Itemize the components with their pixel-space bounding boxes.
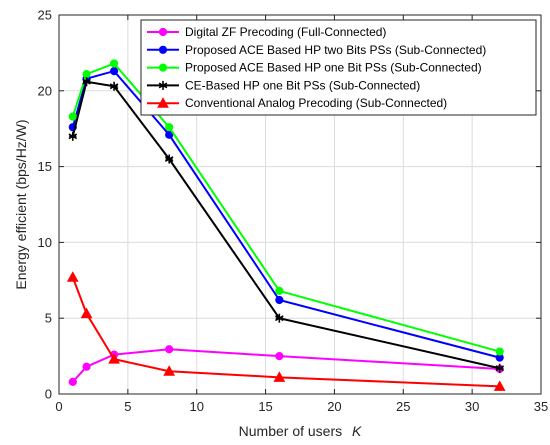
legend-label: Digital ZF Precoding (Full-Connected)	[185, 25, 386, 39]
legend-label: Proposed ACE Based HP two Bits PSs (Sub-…	[185, 43, 486, 57]
legend-box	[140, 19, 537, 116]
data-point	[163, 365, 176, 376]
legend-entry: Digital ZF Precoding (Full-Connected)	[147, 25, 386, 39]
data-point	[109, 66, 119, 76]
tick-layer: 0 5 10 15 20 25 30 35 0 5 10 15 20 25	[38, 8, 549, 415]
data-point	[82, 362, 91, 371]
legend-entry: Proposed ACE Based HP two Bits PSs (Sub-…	[147, 43, 486, 57]
x-tick-label: 25	[396, 399, 410, 414]
x-axis-label-text: Number of users	[239, 423, 342, 439]
data-point	[68, 377, 77, 386]
data-point	[165, 345, 174, 354]
y-tick-label: 20	[38, 83, 52, 98]
legend-label: Proposed ACE Based HP one Bit PSs (Sub-C…	[185, 61, 482, 75]
series-3	[68, 77, 504, 373]
legend-marker	[157, 97, 169, 108]
data-point	[493, 380, 506, 391]
y-tick-label: 15	[38, 159, 52, 174]
data-point	[82, 70, 91, 79]
series-line	[71, 80, 500, 370]
legend-marker	[158, 63, 168, 72]
data-point	[68, 131, 78, 141]
y-tick-label: 5	[45, 311, 52, 326]
x-tick-label: 35	[534, 399, 548, 414]
legend: Digital ZF Precoding (Full-Connected) Pro…	[140, 19, 537, 116]
x-tick-label: 10	[189, 399, 203, 414]
legend-entry: Conventional Analog Precoding (Sub-Conne…	[147, 96, 447, 110]
series-0	[68, 345, 504, 386]
x-tick-label: 5	[124, 399, 131, 414]
legend-entry: Proposed ACE Based HP one Bit PSs (Sub-C…	[147, 61, 482, 75]
y-tick-label: 10	[38, 235, 52, 250]
data-point	[165, 123, 174, 132]
x-tick-label: 20	[327, 399, 341, 414]
data-point	[275, 295, 284, 305]
legend-marker	[158, 45, 168, 54]
x-tick-label: 15	[258, 399, 272, 414]
legend-marker	[158, 80, 168, 90]
series-line	[71, 276, 500, 388]
data-point	[109, 81, 119, 91]
x-tick-label: 0	[55, 399, 62, 414]
data-point	[109, 59, 119, 68]
series-4	[66, 271, 506, 391]
x-axis-label: Number of users K	[239, 423, 362, 439]
y-tick-label: 0	[45, 387, 52, 402]
legend-label: Conventional Analog Precoding (Sub-Conne…	[185, 96, 447, 110]
legend-entry: CE-Based HP one Bit PSs (Sub-Connected)	[147, 78, 420, 92]
data-point	[80, 307, 93, 319]
data-point	[108, 353, 120, 364]
legend-label: CE-Based HP one Bit PSs (Sub-Connected)	[185, 78, 420, 92]
data-point	[495, 347, 504, 356]
data-point	[495, 363, 504, 373]
x-axis-label-variable: K	[352, 423, 362, 439]
data-point	[164, 154, 174, 164]
y-tick-label: 25	[38, 8, 52, 23]
data-point	[66, 271, 79, 282]
data-point	[68, 112, 77, 121]
data-point	[275, 352, 284, 361]
data-point	[82, 77, 91, 87]
plot-frame	[58, 14, 542, 395]
y-axis-label: Energy efficient (bps/Hz/W)	[13, 119, 29, 289]
x-tick-label: 30	[465, 399, 479, 414]
data-point	[273, 371, 286, 382]
data-point	[275, 313, 284, 323]
data-point	[275, 286, 284, 296]
legend-marker	[158, 27, 168, 37]
